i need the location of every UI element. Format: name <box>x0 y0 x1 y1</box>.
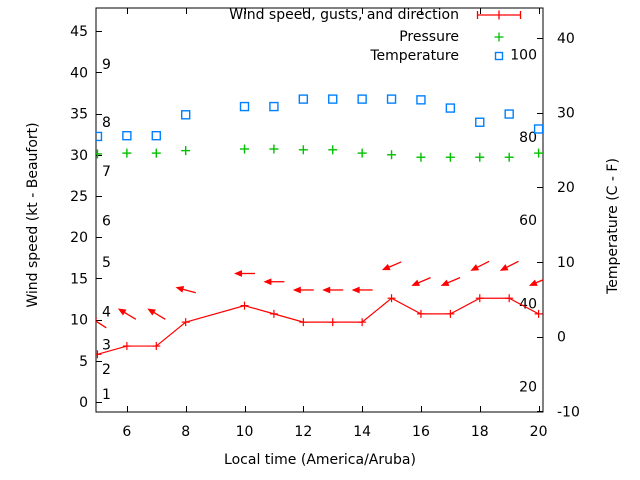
wind-legend-line-icon <box>476 10 522 20</box>
svg-text:20: 20 <box>557 180 575 196</box>
svg-text:10: 10 <box>236 424 254 440</box>
svg-text:2: 2 <box>102 362 111 378</box>
svg-text:6: 6 <box>122 424 131 440</box>
svg-text:8: 8 <box>181 424 190 440</box>
temperature-square-icon <box>494 51 504 61</box>
svg-text:5: 5 <box>102 255 111 271</box>
svg-text:80: 80 <box>519 130 537 146</box>
svg-text:40: 40 <box>557 31 575 47</box>
svg-text:10: 10 <box>557 255 575 271</box>
y-axis-title-right: Temperature (C - F) <box>605 158 621 294</box>
svg-text:0: 0 <box>79 395 88 411</box>
svg-text:45: 45 <box>70 24 88 40</box>
svg-text:1: 1 <box>102 387 111 403</box>
svg-text:14: 14 <box>353 424 371 440</box>
svg-text:18: 18 <box>471 424 489 440</box>
legend-entry-pressure: Pressure <box>60 28 522 46</box>
svg-text:7: 7 <box>102 164 111 180</box>
svg-text:25: 25 <box>70 189 88 205</box>
svg-text:15: 15 <box>70 271 88 287</box>
svg-text:4: 4 <box>102 304 111 320</box>
legend-label-wind: Wind speed, gusts, and direction <box>229 7 459 23</box>
svg-text:6: 6 <box>102 214 111 230</box>
svg-text:60: 60 <box>519 213 537 229</box>
legend-entry-temperature: Temperature <box>60 47 522 65</box>
svg-text:0: 0 <box>557 330 566 346</box>
svg-text:40: 40 <box>70 65 88 81</box>
legend-label-temperature: Temperature <box>370 48 459 64</box>
svg-text:5: 5 <box>79 354 88 370</box>
svg-text:10: 10 <box>70 313 88 329</box>
y-axis-title-left: Wind speed (kt - Beaufort) <box>25 122 41 308</box>
svg-text:100: 100 <box>510 47 537 63</box>
svg-text:-10: -10 <box>557 404 580 420</box>
svg-text:16: 16 <box>412 424 430 440</box>
svg-text:30: 30 <box>70 148 88 164</box>
legend-label-pressure: Pressure <box>399 29 459 45</box>
svg-text:40: 40 <box>519 297 537 313</box>
svg-text:20: 20 <box>530 424 548 440</box>
pressure-plus-icon <box>494 32 504 42</box>
svg-text:3: 3 <box>102 337 111 353</box>
svg-text:20: 20 <box>70 230 88 246</box>
legend-entry-wind: Wind speed, gusts, and direction <box>60 6 522 24</box>
svg-text:12: 12 <box>294 424 312 440</box>
svg-text:20: 20 <box>519 380 537 396</box>
x-axis-title: Local time (America/Aruba) <box>224 452 416 468</box>
svg-text:35: 35 <box>70 107 88 123</box>
svg-text:30: 30 <box>557 106 575 122</box>
svg-text:8: 8 <box>102 115 111 131</box>
svg-text:9: 9 <box>102 57 111 73</box>
